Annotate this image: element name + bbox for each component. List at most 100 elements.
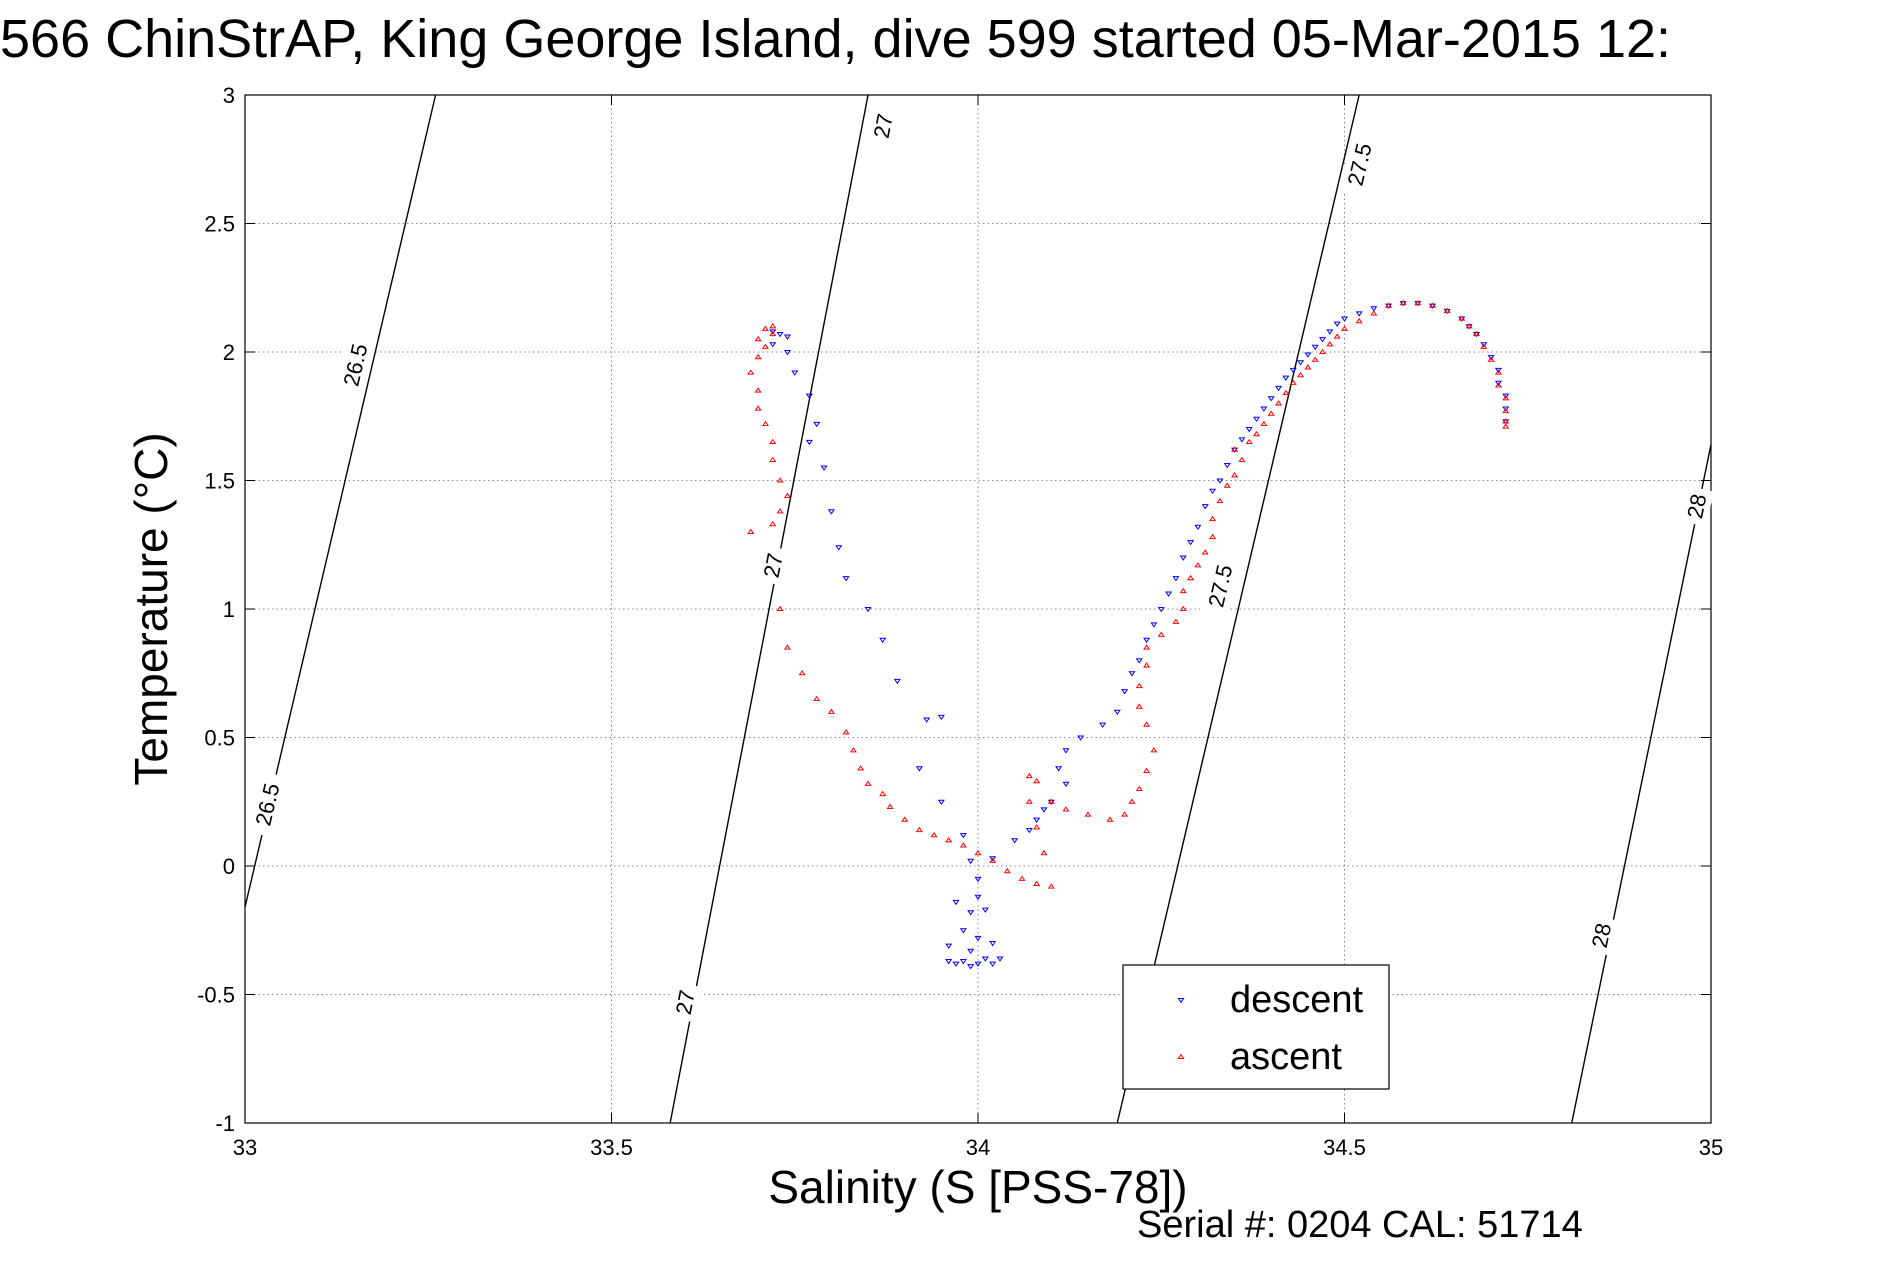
ascent-point [1399,299,1407,306]
ascent-point [769,520,777,527]
isopycnal-label: 27 [667,981,702,1023]
descent-point [835,545,843,551]
y-tick-label: 2.5 [204,212,235,237]
legend: descent ascent [1122,964,1390,1090]
isopycnal-line [1571,444,1712,1124]
ascent-point [1231,446,1239,452]
ascent-point [1047,883,1055,889]
y-axis-label: Temperature (°C) [125,432,177,785]
descent-point [1311,344,1319,351]
ascent-point [1018,875,1026,881]
descent-point [820,465,828,471]
descent-point [1209,488,1217,495]
descent-point [1194,524,1202,531]
x-tick-label: 33.5 [590,1135,633,1160]
ascent-point [945,837,953,843]
descent-point [1260,406,1268,412]
descent-point [989,856,997,862]
ascent-point [1370,310,1378,316]
y-tick-label: 1.5 [204,469,235,494]
chart-title: 566 ChinStrAP, King George Island, dive … [0,9,1672,69]
descent-point [952,899,960,906]
ascent-point [1062,806,1070,812]
descent-point [1121,689,1129,695]
ascent-point [1494,382,1502,388]
ascent-point [1179,587,1187,594]
descent-point [1326,329,1334,335]
descent-point [937,714,945,721]
isopycnal-label-text: 27 [671,988,700,1017]
descent-point [945,943,953,949]
descent-point [967,948,975,955]
ascent-point [1033,824,1041,830]
descent-point [1157,606,1165,613]
ascent-point [1040,849,1048,856]
isopycnal-line [669,94,869,1124]
ascent-point [879,790,887,797]
descent-point [989,941,997,947]
ascent-point [1384,302,1393,308]
descent-point [1318,337,1327,343]
isopycnal-label: 28 [1583,914,1619,956]
descent-point [879,637,887,644]
isopycnal-label: 26.5 [334,331,376,399]
descent-point [1245,427,1253,433]
ascent-point [1282,389,1290,396]
ascent-point [1223,482,1231,488]
isopycnal-line [244,94,437,908]
ascent-point [959,842,967,848]
descent-point [974,894,982,901]
ascent-point [1187,574,1195,581]
descent-point [842,576,850,582]
descent-point [959,833,967,839]
ascent-point [1143,662,1151,668]
ascent-point [886,803,894,809]
ascent-point [754,405,762,411]
y-tick-label: -1 [215,1111,235,1136]
ascent-point [754,353,762,360]
y-tick-label: 3 [223,83,235,108]
ascent-point [849,747,857,753]
ascent-point [754,387,762,393]
ascent-point [1209,533,1217,540]
descent-point [1502,406,1510,412]
axis-ticks: 33 33.5 34 34.5 35 -1 -0.5 0 0.5 1 1.5 2 2.5 3 [197,83,1723,1160]
ascent-point [864,780,872,786]
descent-point [1055,766,1063,772]
ascent-point [1143,721,1151,727]
ascent-point [1157,631,1165,637]
ascent-point [1443,307,1451,313]
ascent-point [842,729,850,735]
isopycnal-label-text: 27 [869,112,898,141]
data-points [747,299,1510,970]
ascent-point [1135,703,1143,709]
descent-point [1502,393,1510,399]
ascent-point [1172,618,1180,624]
descent-point [805,439,813,446]
isopycnal-line [1116,94,1360,1124]
descent-point [1480,342,1488,348]
ascent-point [1238,456,1246,462]
ascent-point [1194,562,1202,568]
ascent-point [1253,430,1261,437]
grid-lines [245,95,1711,1123]
isopycnal-label-text: 27 [759,551,788,580]
ascent-point [1502,418,1510,424]
descent-point [1267,396,1275,402]
descent-point [1172,576,1180,582]
ascent-point [1480,343,1488,349]
descent-point [1216,478,1224,484]
descent-point [1304,352,1312,358]
descent-point [1340,316,1349,322]
descent-point [1033,817,1041,823]
descent-point [1187,540,1195,546]
descent-point [1077,735,1085,741]
ascent-point [813,695,821,702]
descent-point [1201,504,1209,510]
ascent-point [1465,323,1473,329]
descent-point [989,961,997,967]
descent-point [1289,367,1297,374]
descent-point [1025,827,1033,834]
descent-point [981,956,989,962]
